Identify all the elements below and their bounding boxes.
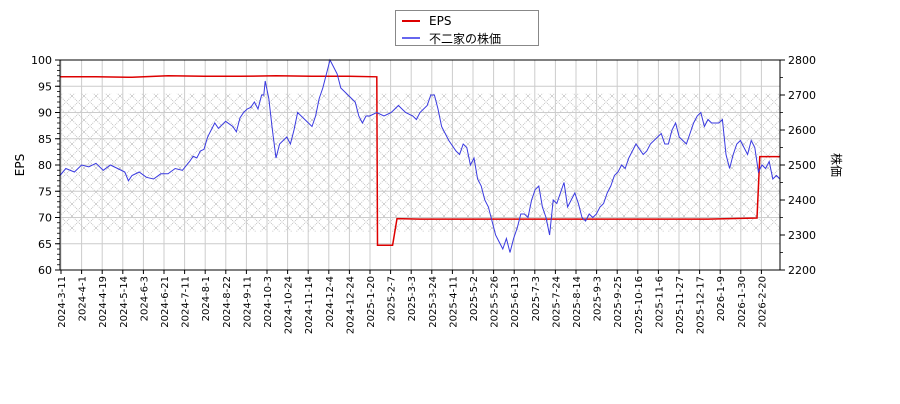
- eps-line: [60, 75, 780, 247]
- left-tick-label: 75: [38, 185, 52, 198]
- x-tick-label: 2025-6-13: [510, 276, 521, 328]
- x-tick-label: 2024-9-11: [242, 276, 253, 328]
- left-tick-label: 100: [31, 54, 52, 67]
- legend-label: EPS: [429, 14, 452, 28]
- right-tick-label: 2200: [788, 264, 816, 277]
- x-tick-label: 2025-5-2: [469, 276, 480, 321]
- right-axis-label: 株価: [829, 153, 844, 177]
- x-tick-label: 2025-5-26: [490, 276, 501, 328]
- right-tick-label: 2300: [788, 229, 816, 242]
- right-tick-label: 2500: [788, 159, 816, 172]
- x-tick-label: 2025-9-3: [593, 276, 604, 321]
- x-tick-label: 2025-7-3: [531, 276, 542, 321]
- right-tick-label: 2400: [788, 194, 816, 207]
- x-tick-label: 2024-5-14: [119, 276, 130, 328]
- hatched-band: [60, 93, 780, 232]
- legend-label: 不二家の株価: [429, 31, 502, 46]
- x-tick-label: 2025-1-20: [366, 276, 377, 328]
- x-tick-label: 2025-11-27: [675, 276, 686, 334]
- left-tick-label: 95: [38, 80, 52, 93]
- legend: EPS 不二家の株価: [395, 10, 539, 46]
- left-tick-label: 70: [38, 212, 52, 225]
- legend-item-price: 不二家の株価: [402, 30, 501, 46]
- left-axis-label: EPS: [13, 154, 27, 176]
- x-tick-label: 2024-6-21: [160, 276, 171, 328]
- x-tick-label: 2024-11-14: [304, 276, 315, 334]
- x-tick-label: 2026-1-30: [737, 276, 748, 328]
- x-tick-label: 2025-8-14: [572, 276, 583, 328]
- price-swatch-icon: [402, 37, 420, 39]
- x-tick-label: 2024-6-3: [139, 276, 150, 321]
- x-tick-label: 2026-2-20: [757, 276, 768, 328]
- x-tick-label: 2025-9-25: [613, 276, 624, 328]
- left-tick-label: 90: [38, 107, 52, 120]
- left-tick-label: 80: [38, 159, 52, 172]
- x-tick-label: 2025-10-16: [634, 276, 645, 334]
- x-tick-label: 2025-3-3: [407, 276, 418, 321]
- x-tick-label: 2024-7-11: [181, 276, 192, 328]
- eps-swatch-icon: [402, 20, 420, 22]
- x-tick-label: 2026-1-9: [716, 276, 727, 321]
- x-tick-label: 2025-7-24: [551, 276, 562, 328]
- x-tick-label: 2025-11-6: [654, 276, 665, 328]
- x-tick-label: 2024-12-4: [325, 276, 336, 328]
- x-tick-label: 2024-10-24: [284, 276, 295, 334]
- right-tick-label: 2700: [788, 89, 816, 102]
- x-tick-label: 2025-4-11: [448, 276, 459, 328]
- grid-lines: [60, 59, 780, 271]
- price-line: [59, 58, 781, 253]
- x-tick-label: 2024-8-1: [201, 276, 212, 321]
- right-tick-label: 2600: [788, 124, 816, 137]
- x-tick-label: 2024-8-22: [222, 276, 233, 328]
- axes: 2024-3-11 2024-4-1 2024-4-19 2024-5-14 2024-…: [31, 54, 816, 334]
- left-tick-label: 65: [38, 238, 52, 251]
- x-tick-label: 2024-12-24: [345, 276, 356, 334]
- x-tick-label: 2024-3-11: [57, 276, 68, 328]
- x-tick-label: 2025-2-7: [387, 276, 398, 321]
- x-tick-label: 2024-4-19: [98, 276, 109, 328]
- x-tick-label: 2025-3-24: [428, 276, 439, 328]
- right-tick-label: 2800: [788, 54, 816, 67]
- left-tick-label: 85: [38, 133, 52, 146]
- x-tick-label: 2025-12-17: [696, 276, 707, 334]
- left-tick-label: 60: [38, 264, 52, 277]
- x-tick-label: 2024-4-1: [78, 276, 89, 321]
- x-tick-label: 2024-10-3: [263, 276, 274, 328]
- series-lines: [59, 58, 781, 253]
- legend-item-eps: EPS: [402, 13, 451, 29]
